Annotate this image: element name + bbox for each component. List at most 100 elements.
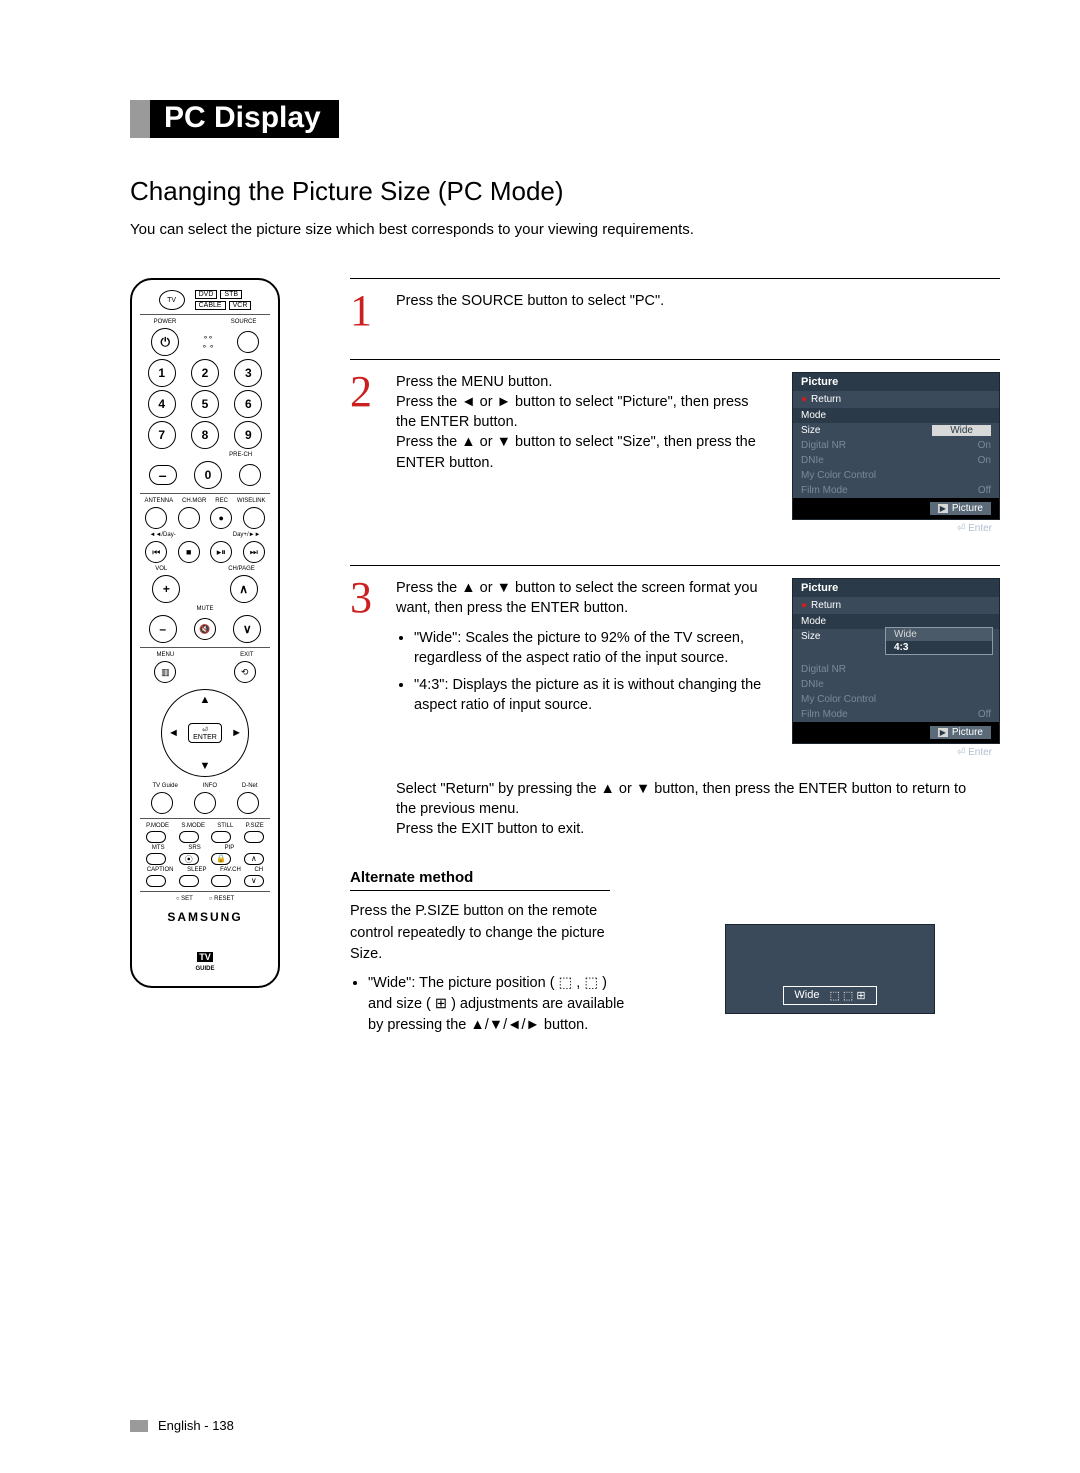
osd-item: My Color Control [801,470,876,481]
osd-foot-button: Picture [930,726,991,739]
osd-item: Film Mode [801,485,848,496]
info-button [194,792,216,814]
prech-button [239,464,261,486]
lbl-info: INFO [203,783,217,789]
alternate-text: Press the P.SIZE button on the remote co… [350,901,630,1035]
lbl-pip: PIP [225,845,235,851]
title-bar: PC Display [130,100,1000,138]
brand-logo: SAMSUNG [140,910,270,924]
osd-item: Size [801,631,820,642]
num-9: 9 [234,421,262,449]
lbl-dayminus: ◄◄/Day- [150,532,176,538]
ch-down: ∨ [233,615,261,643]
osd-icons: ⬚ ⬚ ⊞ [829,989,865,1002]
step-2: 2 Press the MENU button. Press the ◄ or … [350,359,1000,537]
up-arrow-icon: ▲ [200,694,211,706]
lbl-smode: S.MODE [181,823,205,829]
alternate-method-section: Alternate method Press the P.SIZE button… [350,869,1000,1035]
lbl-ch: CH [254,867,263,873]
osd-item: My Color Control [801,694,876,705]
source-button [237,331,259,353]
dnet-button [237,792,259,814]
lbl-tvguide: TV Guide [152,783,177,789]
osd-item: DNIe [801,679,824,690]
osd-item: Size [801,425,820,436]
osd-wide-label: Wide [794,989,819,1001]
vol-down: – [149,615,177,643]
right-arrow-icon: ► [231,727,242,739]
osd-enter-hint: Enter [792,744,1000,761]
remote-label-dvd: DVD [195,290,218,299]
tvguide-button [151,792,173,814]
dpad: ▲ ▼ ◄ ► ⏎ENTER [161,689,249,777]
lbl-antenna: ANTENNA [144,498,173,504]
step-1: 1 Press the SOURCE button to select "PC"… [350,278,1000,331]
title-accent-block [130,100,150,138]
lbl-psize: P.SIZE [246,823,264,829]
ch-up: ∧ [230,575,258,603]
prech-label: PRE-CH [229,452,252,458]
osd-return: Return [793,597,999,614]
page-subtitle: Changing the Picture Size (PC Mode) [130,176,1000,207]
step-text: Press the MENU button. Press the ◄ or ► … [396,372,776,537]
alternate-osd: Wide ⬚ ⬚ ⊞ [725,924,935,1014]
menu-label: MENU [156,652,174,658]
osd-item: Film Mode [801,709,848,720]
bullet-item: "4:3": Displays the picture as it is wit… [414,675,766,716]
osd-item: Mode [801,616,826,627]
remote-label-cable: CABLE [195,301,226,310]
num-4: 4 [148,390,176,418]
osd-screenshot-step3: Picture Return Mode Size Wide 4:3 Digita… [792,578,1000,761]
osd-item: Digital NR [801,664,846,675]
remote-tv-button: TV [159,290,185,310]
step-text: Press the SOURCE button to select "PC". [396,291,1000,331]
lbl-still: STILL [217,823,233,829]
dropdown-option-selected: 4:3 [886,641,992,654]
power-button: ⏻ [151,328,179,356]
num-0: 0 [194,461,222,489]
vol-label: VOL [155,566,167,572]
remote-label-vcr: VCR [229,301,252,310]
num-5: 5 [191,390,219,418]
step-number: 2 [350,372,380,537]
rec-button: ● [210,507,232,529]
osd-title: Picture [793,579,999,597]
lbl-favch: FAV.CH [220,867,241,873]
step-text: Press the ▲ or ▼ button to select the sc… [396,578,776,761]
dash-button: – [149,465,177,485]
osd-item: Mode [801,410,826,421]
lbl-set: ○ SET [176,896,193,902]
lbl-wiselink: WISELINK [237,498,266,504]
stop-button: ■ [178,541,200,563]
remote-label-stb: STB [220,290,242,299]
lbl-reset: ○ RESET [209,896,234,902]
intro-text: You can select the picture size which be… [130,221,1000,238]
lbl-pmode: P.MODE [146,823,169,829]
lbl-dayplus: Day+/►► [233,532,261,538]
osd-title: Picture [793,373,999,391]
step-number: 1 [350,291,380,331]
bullet-item: "Wide": Scales the picture to 92% of the… [414,628,766,669]
step-number: 3 [350,578,380,761]
dropdown-option: Wide [886,628,992,641]
osd-item: Digital NR [801,440,846,451]
step-after-text: Select "Return" by pressing the ▲ or ▼ b… [396,779,1000,840]
alternate-header: Alternate method [350,869,610,891]
lbl-mts: MTS [152,845,165,851]
rewind-button: ⏮ [145,541,167,563]
wiselink-button [243,507,265,529]
antenna-button [145,507,167,529]
source-label: SOURCE [231,319,257,325]
vol-up: + [152,575,180,603]
power-label: POWER [154,319,177,325]
remote-control-diagram: TV DVD STB CABLE VCR POWER SOURCE [130,278,280,988]
osd-enter-hint: Enter [792,520,1000,537]
footer-accent-block [130,1420,148,1432]
forward-button: ⏭ [243,541,265,563]
step-3: 3 Press the ▲ or ▼ button to select the … [350,565,1000,840]
osd-return: Return [793,391,999,408]
num-8: 8 [191,421,219,449]
lbl-srs: SRS [188,845,200,851]
exit-button: ⟲ [234,661,256,683]
osd-foot-button: Picture [930,502,991,515]
